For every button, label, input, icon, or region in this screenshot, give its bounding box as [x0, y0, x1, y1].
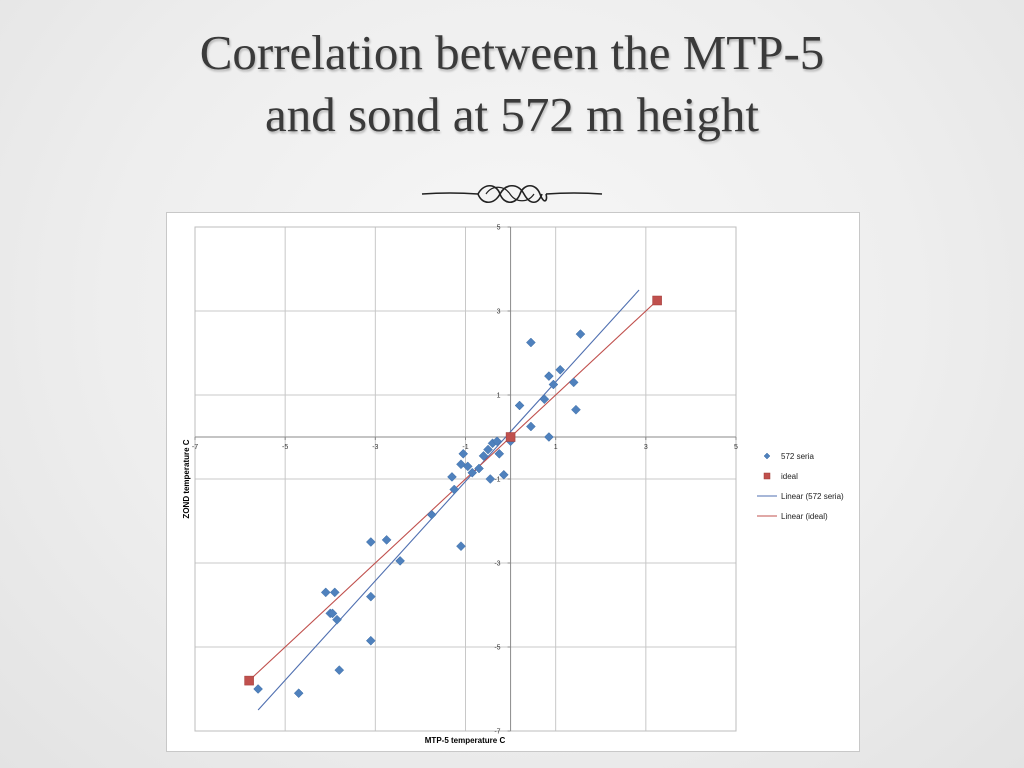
data-point [365, 635, 376, 646]
data-point [381, 535, 392, 545]
data-point [332, 614, 342, 625]
data-point [327, 608, 338, 619]
data-point [526, 337, 536, 348]
data-point [544, 371, 554, 381]
legend-label: Linear (572 seria) [781, 492, 844, 501]
y-tick-label: 3 [497, 309, 501, 316]
data-point [253, 684, 263, 694]
data-point [426, 509, 437, 520]
y-axis-title: ZOND temperature C [182, 439, 191, 518]
scatter-chart: -7 -5 -3 -1 1 3 5 5 3 1 -1 -3 -5 -7 572 seria ideal Lin… [182, 225, 844, 746]
data-point [571, 404, 581, 415]
y-tick-label: -7 [494, 729, 500, 736]
data-point [365, 591, 376, 602]
data-point [526, 421, 536, 432]
data-point [498, 469, 509, 480]
chart-container: -7 -5 -3 -1 1 3 5 5 3 1 -1 -3 -5 -7 572 seria ideal Lin… [166, 212, 860, 752]
data-point [365, 537, 376, 547]
data-point [494, 448, 505, 459]
x-tick-label: 1 [554, 444, 558, 451]
data-point [467, 467, 478, 478]
data-point [555, 364, 566, 375]
x-axis-title: MTP-5 temperature C [425, 736, 506, 745]
data-point [395, 556, 405, 566]
data-point [456, 541, 466, 552]
data-points [244, 295, 662, 699]
data-point [334, 665, 345, 675]
data-point [539, 394, 550, 405]
data-point [478, 451, 489, 461]
data-point [474, 463, 484, 474]
data-point [492, 436, 502, 447]
slide-title: Correlation between the MTP-5 and sond a… [0, 22, 1024, 146]
x-tick-label: 3 [644, 444, 648, 451]
legend-marker-square [763, 472, 771, 480]
data-point [483, 444, 493, 455]
y-tick-label: -3 [494, 561, 500, 568]
y-tick-label: -5 [494, 645, 500, 652]
tick-labels: -7 -5 -3 -1 1 3 5 5 3 1 -1 -3 -5 -7 [192, 225, 738, 736]
x-tick-label: -3 [372, 444, 378, 451]
data-point [447, 472, 457, 482]
data-point [544, 432, 554, 442]
data-point [575, 329, 586, 339]
legend-marker-diamond [763, 452, 771, 460]
legend-label: ideal [781, 472, 798, 481]
legend-label: 572 seria [781, 452, 814, 461]
data-point [456, 459, 466, 470]
trendline [257, 289, 640, 711]
y-tick-label: 1 [497, 393, 501, 400]
x-tick-label: -5 [282, 444, 288, 451]
legend-label: Linear (ideal) [781, 512, 828, 521]
plot-area [194, 226, 737, 732]
y-tick-label: -1 [494, 477, 500, 484]
axes [194, 226, 737, 732]
data-point [462, 461, 473, 472]
ideal-point [652, 295, 662, 306]
data-point [449, 484, 460, 495]
data-point [329, 587, 340, 598]
x-tick-label: 5 [734, 444, 738, 451]
x-tick-label: -7 [192, 444, 198, 451]
x-tick-label: -1 [462, 444, 468, 451]
data-point [568, 377, 579, 388]
legend: 572 seria ideal Linear (572 seria) Linear (… [757, 452, 844, 521]
ideal-point [505, 432, 516, 442]
ornament-divider-icon [421, 184, 603, 204]
ideal-point [244, 675, 254, 686]
data-point [548, 379, 559, 390]
data-point [485, 474, 496, 484]
y-tick-label: 5 [497, 225, 501, 232]
data-point [514, 400, 525, 411]
data-point [458, 448, 469, 459]
data-point [320, 587, 331, 598]
data-point [293, 688, 304, 699]
slide-title-line-2: and sond at 572 m height [264, 87, 760, 142]
slide-title-line-1: Correlation between the MTP-5 [199, 25, 825, 80]
